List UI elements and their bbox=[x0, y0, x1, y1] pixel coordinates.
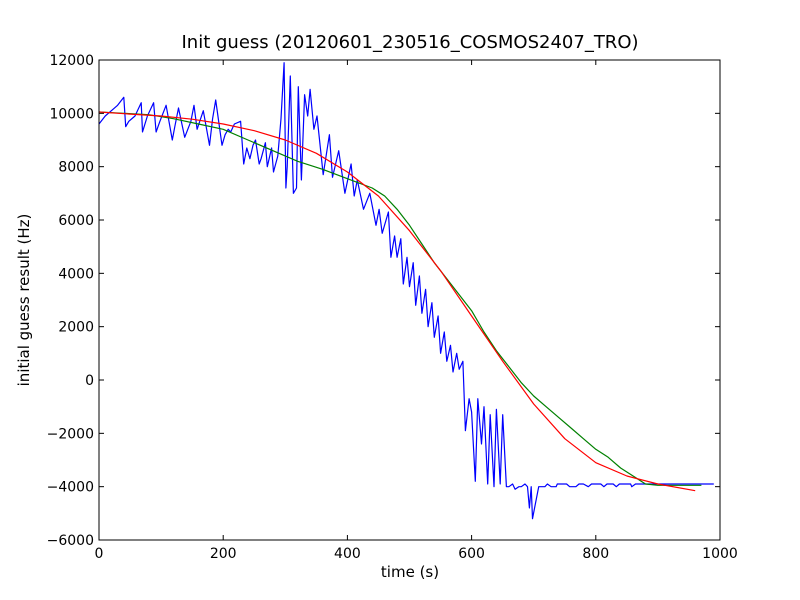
x-tick-label: 800 bbox=[582, 546, 609, 562]
y-tick-label: 12000 bbox=[49, 53, 94, 69]
y-tick-label: −2000 bbox=[47, 426, 94, 442]
series-line-2 bbox=[98, 111, 702, 486]
y-tick-label: −4000 bbox=[47, 480, 94, 496]
y-tick-label: 8000 bbox=[58, 160, 94, 176]
y-tick-label: 0 bbox=[85, 373, 94, 389]
x-tick-label: 1000 bbox=[702, 546, 738, 562]
series-line-3 bbox=[98, 111, 696, 492]
y-tick-label: 6000 bbox=[58, 213, 94, 229]
x-tick-label: 0 bbox=[95, 546, 104, 562]
series-line-1 bbox=[98, 62, 714, 520]
y-tick-label: −6000 bbox=[47, 533, 94, 549]
x-tick-label: 200 bbox=[210, 546, 237, 562]
x-tick-label: 600 bbox=[458, 546, 485, 562]
y-tick-label: 4000 bbox=[58, 266, 94, 282]
tick-layer: 0 200 400 600 800 1000 −6000 −4000 −2000 0 2000 400… bbox=[47, 53, 738, 562]
chart-title: Init guess (20120601_230516_COSMOS2407_T… bbox=[181, 32, 638, 53]
series-layer bbox=[98, 62, 714, 520]
plot-frame bbox=[98, 59, 721, 541]
plot-area bbox=[99, 60, 720, 540]
x-tick-label: 400 bbox=[334, 546, 361, 562]
y-axis-label: initial guess result (Hz) bbox=[15, 214, 33, 387]
y-tick-label: 2000 bbox=[58, 320, 94, 336]
x-axis-label: time (s) bbox=[381, 563, 439, 581]
y-tick-label: 10000 bbox=[49, 106, 94, 122]
